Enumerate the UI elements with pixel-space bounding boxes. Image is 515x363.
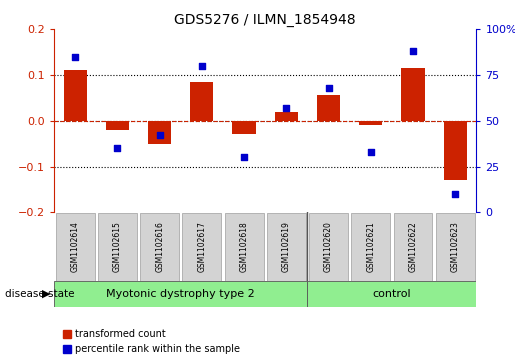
Text: GSM1102618: GSM1102618 — [239, 221, 249, 272]
Bar — [148, 121, 171, 144]
Bar — [317, 95, 340, 121]
Point — [240, 155, 248, 160]
Text: GSM1102621: GSM1102621 — [366, 221, 375, 272]
Text: GSM1102616: GSM1102616 — [155, 221, 164, 272]
Bar — [190, 82, 214, 121]
FancyBboxPatch shape — [351, 213, 390, 281]
FancyBboxPatch shape — [393, 213, 433, 281]
Bar — [401, 68, 425, 121]
FancyBboxPatch shape — [436, 213, 475, 281]
Bar — [443, 121, 467, 180]
Point — [409, 48, 417, 54]
Bar — [63, 70, 87, 121]
Text: GSM1102617: GSM1102617 — [197, 221, 207, 272]
FancyBboxPatch shape — [98, 213, 137, 281]
Text: GSM1102615: GSM1102615 — [113, 221, 122, 272]
Bar — [359, 121, 383, 125]
FancyBboxPatch shape — [140, 213, 179, 281]
Point — [324, 85, 333, 91]
Point — [282, 105, 290, 111]
FancyBboxPatch shape — [309, 213, 348, 281]
Text: GSM1102619: GSM1102619 — [282, 221, 291, 272]
Text: GSM1102620: GSM1102620 — [324, 221, 333, 272]
Text: Myotonic dystrophy type 2: Myotonic dystrophy type 2 — [107, 289, 255, 299]
Legend: transformed count, percentile rank within the sample: transformed count, percentile rank withi… — [59, 326, 244, 358]
Text: GSM1102623: GSM1102623 — [451, 221, 460, 272]
Point — [156, 132, 164, 138]
Point — [113, 145, 122, 151]
Text: ▶: ▶ — [42, 289, 50, 299]
Text: control: control — [372, 289, 411, 299]
Point — [451, 191, 459, 197]
FancyBboxPatch shape — [54, 281, 307, 307]
Text: GSM1102622: GSM1102622 — [408, 221, 418, 272]
Point — [71, 54, 79, 60]
Title: GDS5276 / ILMN_1854948: GDS5276 / ILMN_1854948 — [175, 13, 356, 26]
Bar — [232, 121, 256, 134]
Point — [198, 63, 206, 69]
Bar — [274, 111, 298, 121]
Bar — [106, 121, 129, 130]
FancyBboxPatch shape — [182, 213, 221, 281]
FancyBboxPatch shape — [225, 213, 264, 281]
Point — [367, 149, 375, 155]
FancyBboxPatch shape — [56, 213, 95, 281]
Text: GSM1102614: GSM1102614 — [71, 221, 80, 272]
FancyBboxPatch shape — [307, 281, 476, 307]
FancyBboxPatch shape — [267, 213, 306, 281]
Text: disease state: disease state — [5, 289, 75, 299]
